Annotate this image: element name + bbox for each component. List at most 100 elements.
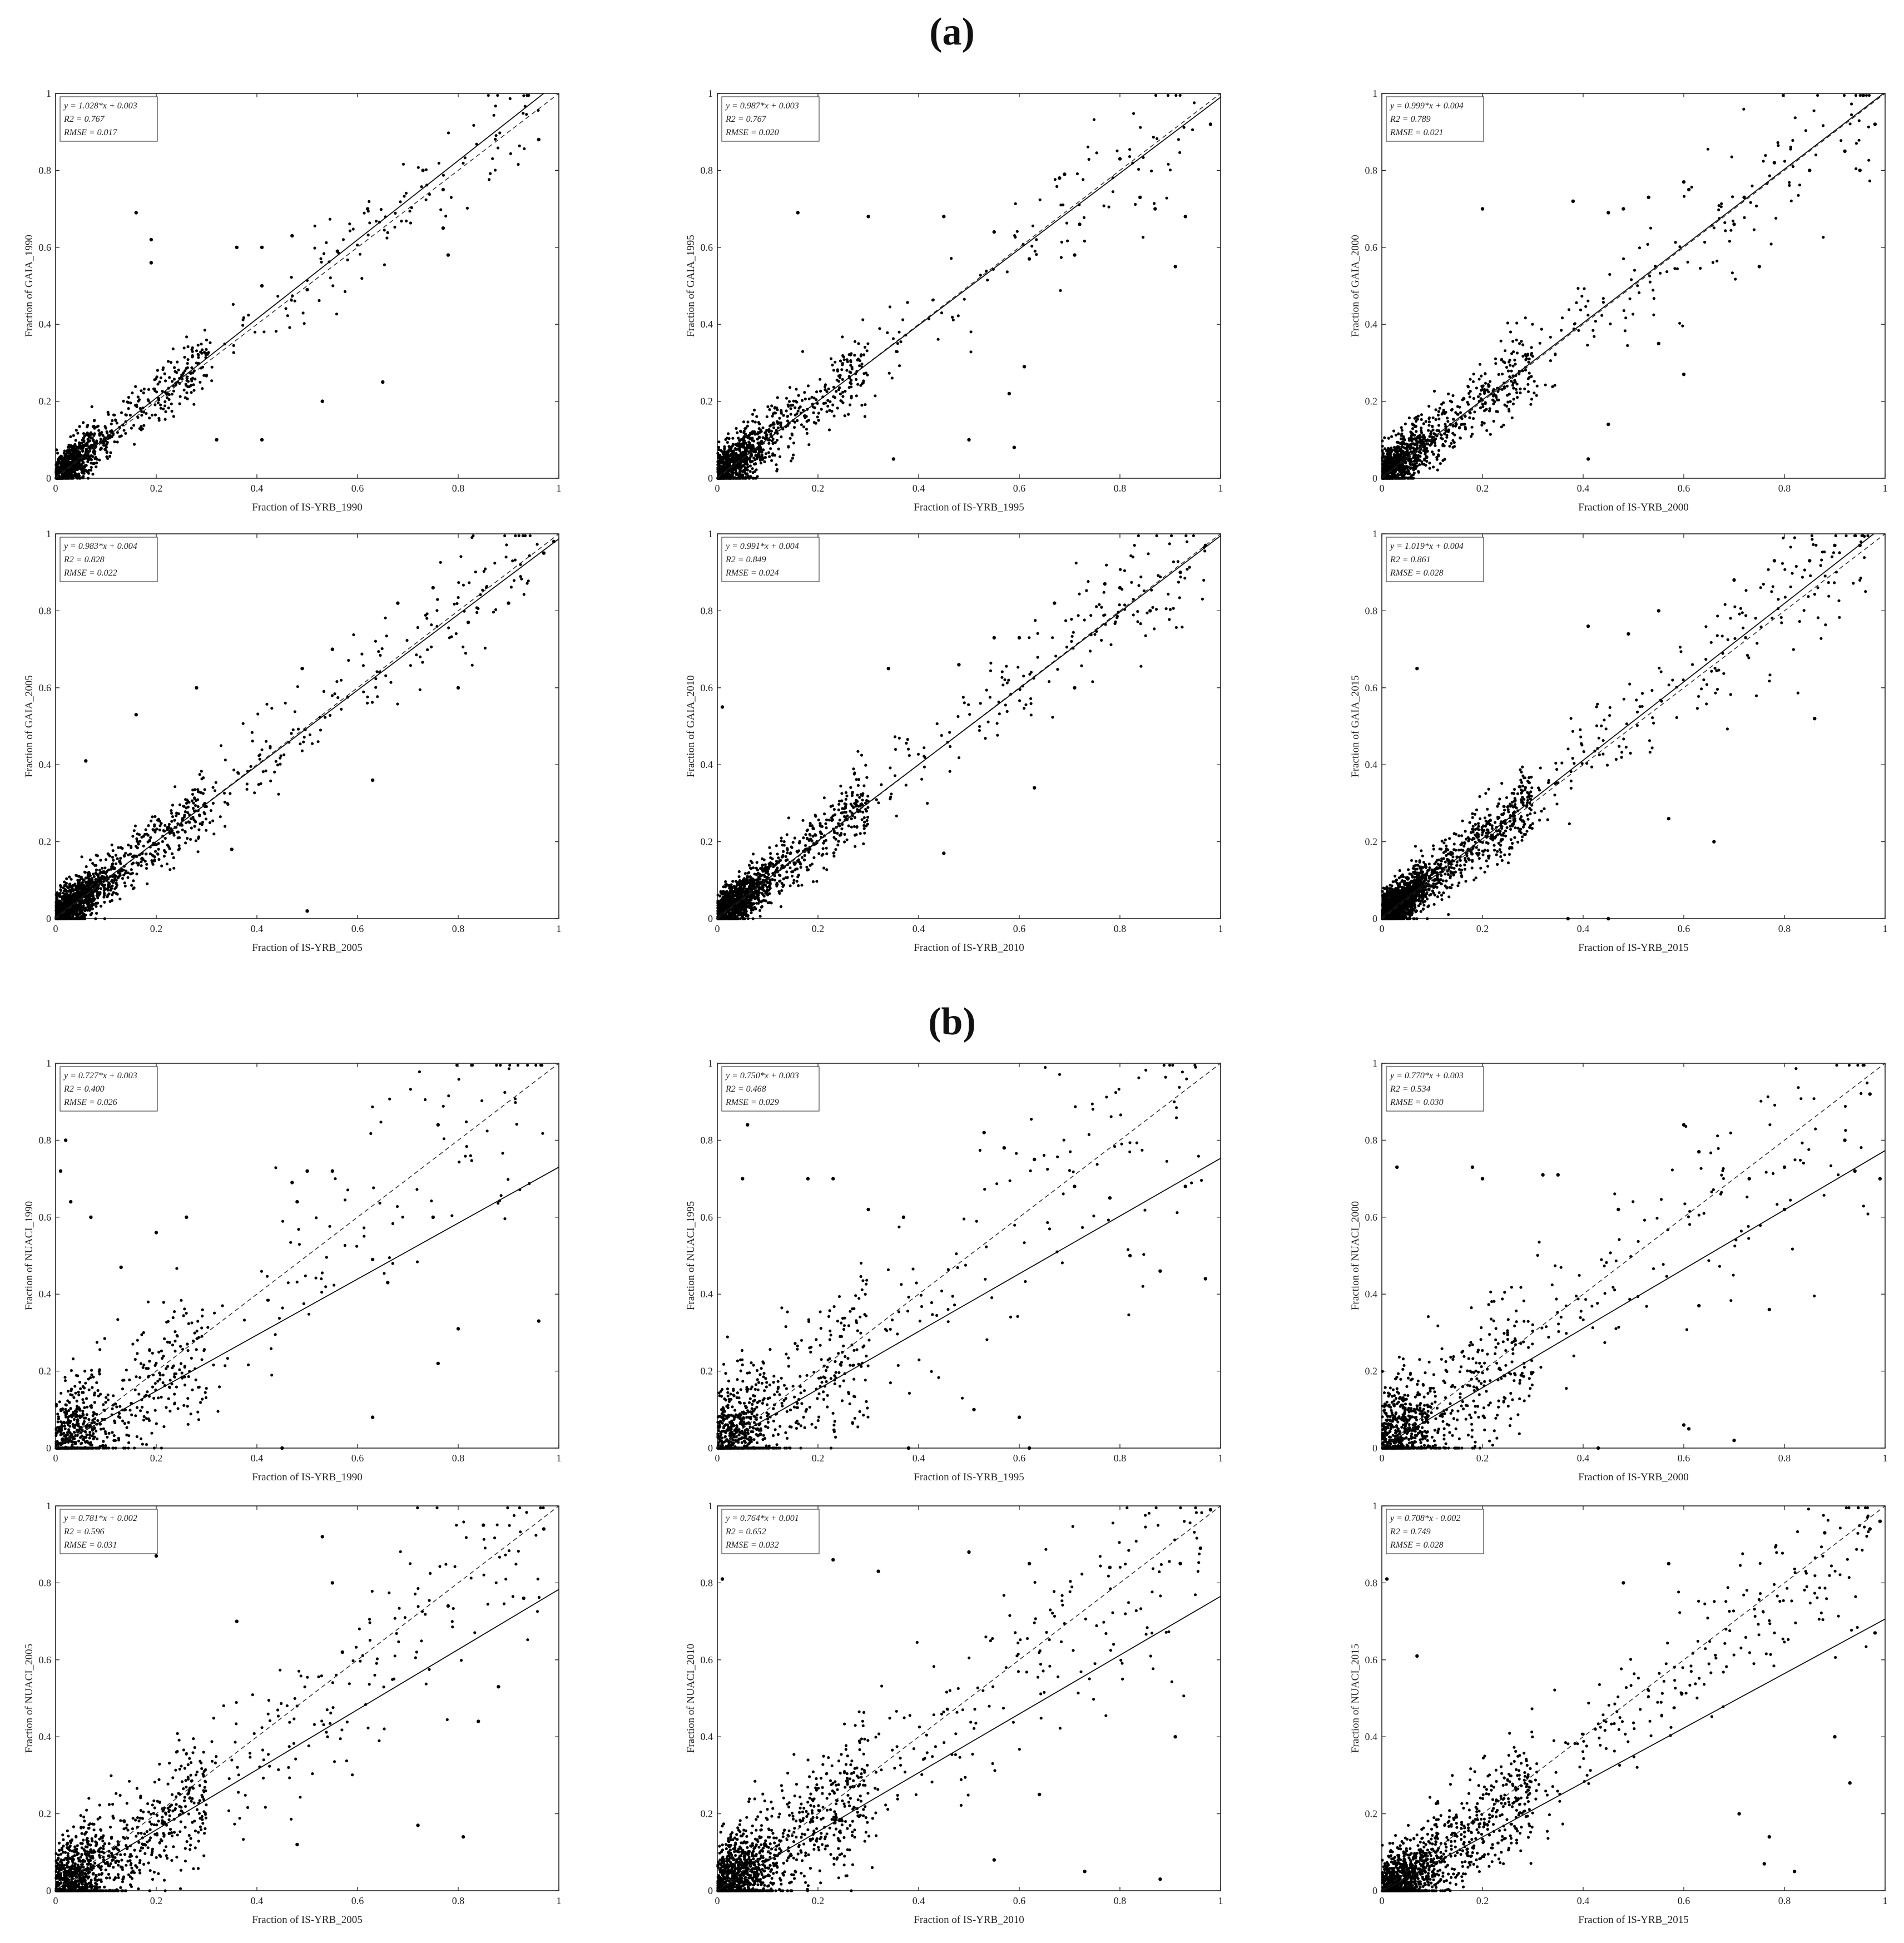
data-point bbox=[1464, 425, 1467, 429]
data-point bbox=[760, 450, 763, 454]
data-point bbox=[748, 457, 752, 460]
data-point bbox=[1442, 410, 1446, 413]
data-point bbox=[352, 633, 355, 637]
data-point bbox=[1437, 424, 1441, 427]
data-point bbox=[1396, 440, 1400, 444]
data-point bbox=[320, 399, 324, 403]
data-point bbox=[78, 891, 82, 894]
data-point bbox=[470, 663, 474, 667]
data-point bbox=[1443, 432, 1446, 435]
data-point bbox=[68, 889, 71, 892]
data-point bbox=[1409, 467, 1412, 470]
data-point bbox=[773, 406, 777, 409]
data-point bbox=[874, 394, 877, 398]
data-point bbox=[1544, 383, 1547, 386]
data-point bbox=[90, 454, 93, 458]
x-tick-label: 0.2 bbox=[150, 483, 163, 494]
data-point bbox=[115, 891, 118, 895]
data-point bbox=[449, 196, 453, 199]
data-point bbox=[106, 457, 110, 460]
data-point bbox=[1403, 443, 1406, 446]
data-point bbox=[383, 263, 386, 266]
data-point bbox=[498, 131, 502, 135]
data-point bbox=[348, 229, 352, 232]
data-point bbox=[1073, 253, 1077, 257]
data-point bbox=[1857, 138, 1861, 142]
data-point bbox=[1438, 407, 1441, 410]
data-point bbox=[69, 435, 72, 439]
data-point bbox=[379, 208, 383, 211]
data-point bbox=[140, 860, 143, 864]
data-point bbox=[816, 415, 819, 419]
data-point bbox=[339, 678, 343, 682]
data-point bbox=[1439, 462, 1442, 465]
data-point bbox=[1142, 236, 1145, 239]
data-point bbox=[172, 378, 176, 381]
data-point bbox=[753, 420, 757, 424]
data-point bbox=[785, 409, 788, 413]
data-point bbox=[727, 445, 731, 448]
data-point bbox=[1193, 101, 1196, 105]
data-point bbox=[906, 301, 909, 304]
data-point bbox=[377, 650, 380, 653]
data-point bbox=[1601, 301, 1605, 304]
data-point bbox=[1624, 316, 1628, 320]
data-point bbox=[98, 434, 101, 437]
data-point bbox=[170, 402, 173, 405]
data-point bbox=[455, 602, 459, 605]
data-point bbox=[1107, 205, 1110, 209]
data-point bbox=[509, 586, 513, 589]
data-point bbox=[1686, 260, 1689, 264]
data-point bbox=[214, 781, 217, 784]
data-point bbox=[1632, 313, 1635, 316]
data-point bbox=[302, 740, 305, 744]
data-point bbox=[400, 220, 403, 223]
data-point bbox=[102, 895, 106, 899]
section-label-b: (b) bbox=[928, 1000, 976, 1043]
data-point bbox=[969, 350, 973, 354]
data-point bbox=[1450, 400, 1454, 404]
data-point bbox=[76, 449, 80, 453]
data-point bbox=[383, 229, 386, 232]
data-point bbox=[68, 875, 71, 879]
data-point bbox=[488, 178, 491, 181]
data-point bbox=[1554, 353, 1557, 356]
data-point bbox=[162, 855, 166, 858]
data-point bbox=[313, 246, 316, 250]
data-point bbox=[1412, 468, 1415, 472]
x-tick-label: 0 bbox=[53, 923, 58, 934]
data-point bbox=[1514, 388, 1518, 391]
data-point bbox=[1102, 204, 1105, 207]
data-point bbox=[66, 451, 69, 455]
data-point bbox=[457, 581, 460, 584]
data-point bbox=[192, 403, 196, 406]
data-point bbox=[209, 341, 212, 344]
data-point bbox=[850, 367, 854, 371]
data-point bbox=[1063, 172, 1067, 176]
data-point bbox=[1191, 128, 1194, 131]
data-point bbox=[1463, 423, 1466, 426]
data-point bbox=[1873, 122, 1877, 126]
data-point bbox=[1764, 153, 1767, 157]
data-point bbox=[370, 701, 374, 704]
data-point bbox=[1434, 418, 1437, 422]
data-point bbox=[71, 914, 75, 917]
data-point bbox=[1728, 240, 1731, 243]
data-point bbox=[1633, 269, 1637, 272]
data-point bbox=[1168, 168, 1172, 172]
data-point bbox=[1482, 409, 1486, 413]
stats-line: R2 = 0.767 bbox=[63, 115, 105, 124]
data-point bbox=[325, 241, 328, 244]
data-point bbox=[1095, 151, 1098, 155]
data-point bbox=[1415, 419, 1418, 423]
data-point bbox=[505, 543, 508, 547]
data-point bbox=[1659, 271, 1662, 275]
data-point bbox=[1499, 339, 1503, 343]
data-point bbox=[89, 446, 92, 449]
data-point bbox=[1485, 429, 1489, 432]
data-point bbox=[942, 215, 946, 219]
data-point bbox=[55, 448, 58, 452]
data-point bbox=[1731, 195, 1734, 199]
data-point bbox=[157, 419, 161, 422]
